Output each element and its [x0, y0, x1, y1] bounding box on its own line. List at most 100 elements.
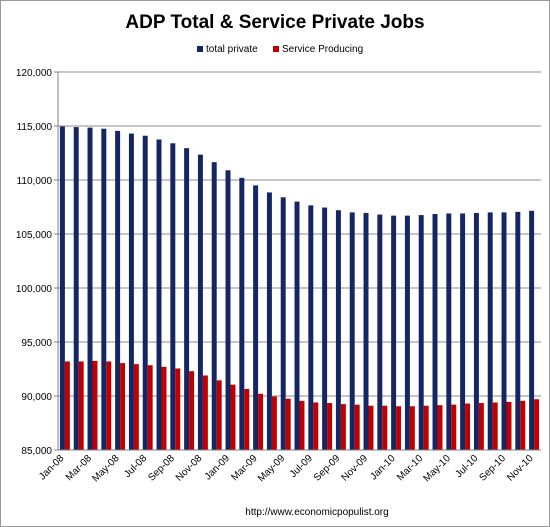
bar-service-producing — [202, 375, 208, 450]
bar-service-producing — [285, 398, 291, 450]
bar-service-producing — [327, 403, 333, 450]
x-tick-label: Sep-09 — [312, 453, 343, 484]
y-tick-label: 110,000 — [17, 176, 53, 187]
bar-service-producing — [451, 404, 457, 450]
bar-total-private — [128, 133, 134, 450]
x-tick-label: May-10 — [422, 453, 454, 485]
bar-total-private — [253, 185, 259, 450]
bar-service-producing — [368, 405, 374, 450]
bar-service-producing — [244, 388, 250, 450]
y-tick-label: 90,000 — [21, 392, 52, 403]
bar-service-producing — [258, 393, 264, 450]
bar-service-producing — [506, 401, 512, 450]
bar-total-private — [142, 135, 148, 450]
bar-total-private — [211, 162, 217, 450]
bar-service-producing — [64, 361, 70, 450]
bar-total-private — [515, 211, 521, 450]
x-tick-label: May-08 — [90, 453, 122, 485]
bar-service-producing — [175, 368, 181, 450]
bar-service-producing — [120, 363, 126, 450]
y-tick-label: 100,000 — [16, 284, 53, 295]
bar-total-private — [460, 213, 466, 450]
bar-total-private — [432, 214, 438, 450]
legend-label-total-private: total private — [206, 44, 258, 55]
bar-total-private — [322, 207, 328, 450]
bar-total-private — [59, 126, 65, 450]
bar-total-private — [308, 205, 314, 450]
legend-label-service-producing: Service Producing — [282, 44, 363, 55]
bar-total-private — [446, 213, 452, 450]
bar-total-private — [418, 215, 424, 450]
x-tick-label: Nov-10 — [505, 453, 536, 484]
bar-service-producing — [396, 406, 402, 450]
bar-total-private — [487, 212, 493, 450]
bar-service-producing — [465, 403, 471, 450]
bar-total-private — [363, 212, 369, 450]
bar-total-private — [115, 130, 121, 451]
x-tick-label: Jan-08 — [37, 453, 67, 483]
x-tick-label: Jan-09 — [203, 453, 233, 483]
bar-service-producing — [520, 400, 526, 450]
legend-swatch-service-producing — [273, 46, 279, 52]
bar-service-producing — [478, 403, 484, 450]
bar-total-private — [239, 177, 245, 450]
chart-title: ADP Total & Service Private Jobs — [125, 12, 424, 33]
y-tick-label: 115,000 — [17, 122, 53, 133]
x-tick-label: Mar-10 — [395, 453, 425, 483]
x-tick-label: May-09 — [256, 453, 288, 485]
plot-area: 85,000 90,000 95,000 100,000 105,000 110,000 1… — [16, 68, 541, 484]
bar-service-producing — [106, 361, 112, 450]
bar-total-private — [101, 128, 107, 450]
bar-total-private — [294, 201, 300, 450]
x-tick-label: Nov-08 — [174, 453, 205, 484]
bar-service-producing — [492, 402, 498, 450]
x-tick-label: Mar-08 — [64, 453, 94, 483]
footer-url: http://www.economicpopulist.org — [245, 507, 388, 518]
bar-total-private — [529, 210, 535, 450]
bar-service-producing — [133, 364, 139, 450]
x-tick-label: Mar-09 — [230, 453, 260, 483]
bar-total-private — [156, 139, 162, 450]
bar-service-producing — [534, 399, 540, 450]
bar-service-producing — [437, 405, 443, 450]
bar-service-producing — [147, 365, 153, 450]
bar-service-producing — [189, 371, 195, 450]
bar-total-private — [197, 154, 203, 450]
bar-total-private — [87, 127, 93, 451]
bar-total-private — [473, 212, 479, 450]
bar-service-producing — [216, 380, 222, 450]
bar-total-private — [335, 210, 341, 450]
x-tick-label: Sep-10 — [478, 453, 509, 484]
bar-service-producing — [92, 360, 98, 450]
bar-total-private — [280, 197, 286, 450]
bar-service-producing — [161, 366, 167, 450]
x-tick-label: Nov-09 — [340, 453, 371, 484]
x-tick-label: Jan-10 — [368, 453, 398, 483]
bar-total-private — [377, 214, 383, 450]
bar-total-private — [170, 143, 176, 450]
bar-service-producing — [230, 384, 236, 450]
bar-service-producing — [78, 361, 84, 450]
y-tick-label: 95,000 — [21, 338, 52, 349]
bar-service-producing — [382, 405, 388, 450]
y-tick-label: 105,000 — [16, 230, 53, 241]
bar-service-producing — [271, 396, 277, 450]
bar-total-private — [391, 215, 397, 450]
y-tick-label: 85,000 — [21, 446, 52, 457]
bar-service-producing — [313, 402, 319, 450]
bar-service-producing — [423, 405, 429, 450]
bar-total-private — [225, 170, 231, 450]
bar-total-private — [501, 212, 507, 450]
y-tick-label: 120,000 — [16, 68, 53, 79]
bar-total-private — [349, 212, 355, 450]
bar-total-private — [73, 127, 79, 450]
bar-service-producing — [340, 404, 346, 450]
bar-total-private — [266, 192, 272, 451]
bar-service-producing — [299, 400, 305, 450]
legend-swatch-total-private — [197, 46, 203, 52]
bar-total-private — [184, 148, 190, 450]
bar-total-private — [404, 215, 410, 450]
bar-service-producing — [409, 406, 415, 450]
